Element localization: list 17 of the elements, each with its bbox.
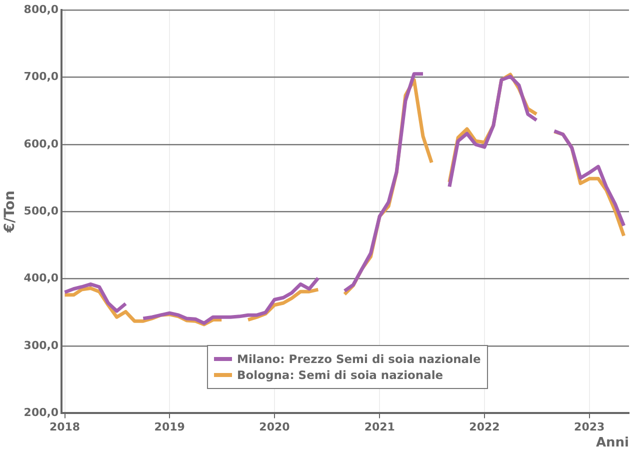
legend-label: Milano: Prezzo Semi di soia nazionale (237, 352, 481, 366)
y-tick-label: 300,0 (24, 338, 59, 352)
x-tick-label: 2022 (469, 420, 500, 434)
x-tick-label: 2021 (364, 420, 395, 434)
y-tick-label: 700,0 (24, 70, 59, 84)
y-axis-title: €/Ton (2, 190, 18, 234)
y-tick-label: 800,0 (24, 2, 59, 16)
x-tick-label: 2019 (154, 420, 185, 434)
x-tick-label: 2020 (259, 420, 290, 434)
x-tick-label: 2023 (574, 420, 605, 434)
x-tick-label: 2018 (49, 420, 80, 434)
y-tick-label: 200,0 (24, 406, 59, 420)
y-tick-label: 500,0 (24, 204, 59, 218)
y-tick-label: 400,0 (24, 272, 59, 285)
x-axis-title: Anni (596, 436, 629, 451)
legend-label: Bologna: Semi di soia nazionale (237, 368, 444, 382)
y-tick-label: 600,0 (24, 137, 59, 150)
